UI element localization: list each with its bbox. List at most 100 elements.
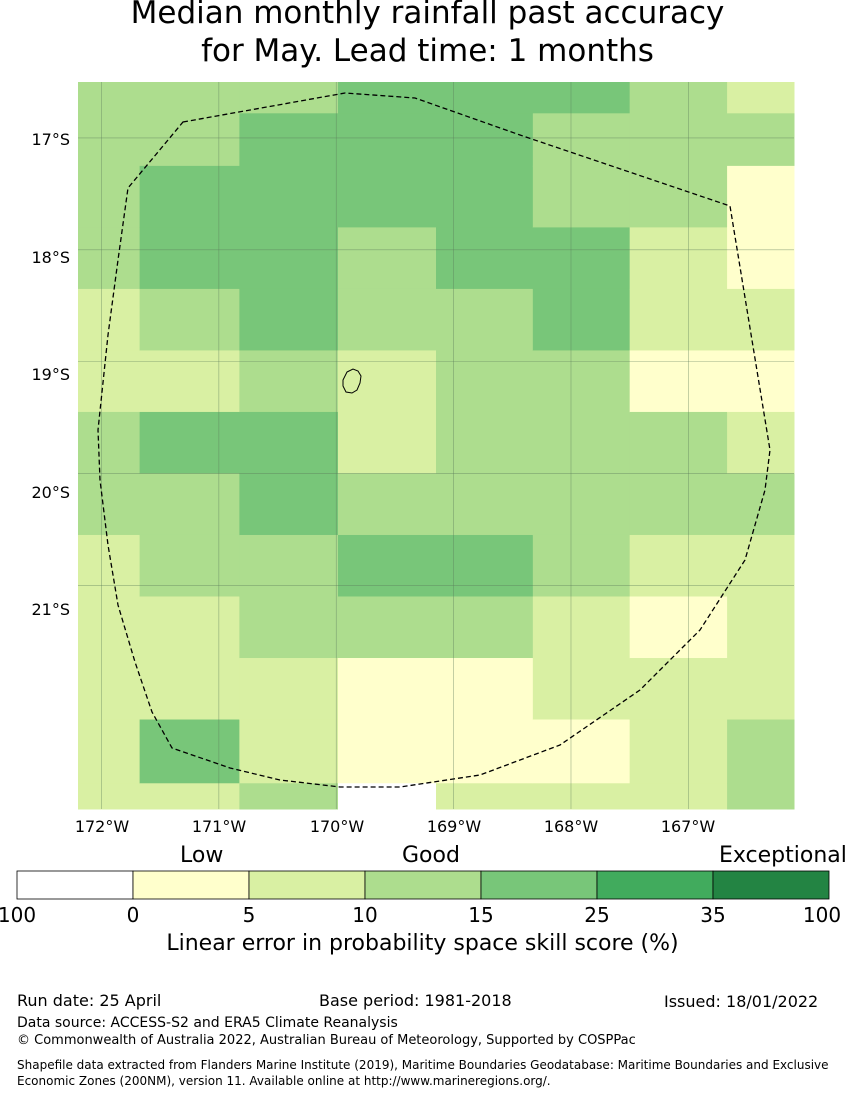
grid-cell [337, 534, 437, 597]
lon-label-172: 172°W [75, 817, 130, 836]
grid-cell [239, 719, 339, 784]
shapefile-line-1: Shapefile data extracted from Flanders M… [17, 1058, 829, 1072]
grid-cell [727, 350, 795, 413]
grid-cell [78, 534, 141, 597]
lat-label-18: 18°S [31, 248, 70, 267]
cbar-tick-4: 15 [468, 903, 494, 927]
title-line-1: Median monthly rainfall past accuracy [130, 0, 725, 31]
colorbar-swatch [596, 870, 714, 900]
issued-date: Issued: 18/01/2022 [664, 992, 819, 1011]
lon-label-169: 169°W [427, 817, 482, 836]
grid-cell [239, 350, 339, 413]
grid-cell [629, 288, 728, 351]
grid-cell [139, 473, 240, 536]
eez-boundary [97, 92, 771, 788]
colorbar-swatch [132, 870, 250, 900]
lat-label-19: 19°S [31, 365, 70, 384]
grid-cell [436, 534, 534, 597]
grid-cell [436, 596, 534, 659]
grid-cell [337, 473, 437, 536]
grid-cell [337, 82, 437, 114]
lon-label-171: 171°W [192, 817, 247, 836]
colorbar-label: Linear error in probability space skill … [166, 931, 679, 956]
graticule [78, 82, 794, 809]
grid-cell [239, 165, 339, 228]
grid-cell [78, 596, 141, 659]
grid-cell [532, 534, 631, 597]
grid-cell [337, 596, 437, 659]
island-outline [342, 368, 362, 394]
grid-cell [436, 658, 534, 721]
grid-cell [239, 227, 339, 290]
grid-cell [239, 596, 339, 659]
grid-cell [436, 165, 534, 228]
grid-cell [532, 596, 631, 659]
grid-cell [727, 82, 795, 114]
grid-cell [139, 719, 240, 784]
grid-cell [78, 473, 141, 536]
longitude-labels: 172°W 171°W 170°W 169°W 168°W 167°W [75, 817, 716, 836]
grid-cell [337, 113, 437, 167]
grid-cell [239, 411, 339, 474]
title-line-2: for May. Lead time: 1 months [201, 33, 654, 69]
grid-cell [337, 288, 437, 351]
grid-cell [139, 82, 240, 114]
grid-cell [337, 165, 437, 228]
lon-label-170: 170°W [310, 817, 365, 836]
grid-cell [78, 113, 141, 167]
grid-cell [239, 288, 339, 351]
grid-cell [532, 658, 631, 721]
colorbar-swatch [364, 870, 482, 900]
grid-cell [629, 783, 728, 810]
grid-cell [78, 350, 141, 413]
grid-cell [532, 165, 631, 228]
grid-cell [139, 165, 240, 228]
grid-cell [139, 783, 240, 810]
grid-cell [629, 596, 728, 659]
grid-cell [532, 719, 631, 784]
cbar-tick-3: 10 [352, 903, 378, 927]
grid-cell [78, 783, 141, 810]
map-title: Median monthly rainfall past accuracy fo… [0, 0, 855, 70]
grid-cell [727, 783, 795, 810]
grid-cell [436, 350, 534, 413]
lon-label-168: 168°W [544, 817, 599, 836]
grid-cell [337, 658, 437, 721]
grid-cell [337, 350, 437, 413]
category-low: Low [180, 843, 224, 868]
grid-cell [139, 288, 240, 351]
lat-label-21: 21°S [31, 600, 70, 619]
colorbar-swatch [480, 870, 598, 900]
grid-cell [139, 411, 240, 474]
grid-cell [629, 113, 728, 167]
grid-cell [239, 658, 339, 721]
grid-cell [727, 719, 795, 784]
category-exceptional: Exceptional [719, 843, 847, 868]
grid-cell [727, 288, 795, 351]
grid-cell [532, 783, 631, 810]
grid-cell [78, 227, 141, 290]
grid-cell [239, 534, 339, 597]
grid-cell [727, 534, 795, 597]
grid-cell [239, 473, 339, 536]
grid-cell [532, 113, 631, 167]
cbar-tick-7: 100 [802, 903, 842, 927]
grid-cell [436, 82, 534, 114]
skill-map: 17°S 18°S 19°S 20°S 21°S 172°W 171°W 170… [31, 82, 795, 836]
grid-cell [139, 350, 240, 413]
grid-cell [436, 411, 534, 474]
colorbar-swatch [248, 870, 366, 900]
skill-grid [78, 82, 795, 810]
grid-cell [629, 658, 728, 721]
grid-cell [139, 227, 240, 290]
cbar-tick-2: 5 [242, 903, 256, 927]
grid-cell [629, 719, 728, 784]
grid-cell [532, 350, 631, 413]
grid-cell [139, 113, 240, 167]
grid-cell [629, 82, 728, 114]
grid-cell [629, 473, 728, 536]
grid-cell [436, 227, 534, 290]
colorbar [16, 870, 830, 900]
data-source: Data source: ACCESS-S2 and ERA5 Climate … [17, 1015, 398, 1031]
grid-cell [629, 534, 728, 597]
